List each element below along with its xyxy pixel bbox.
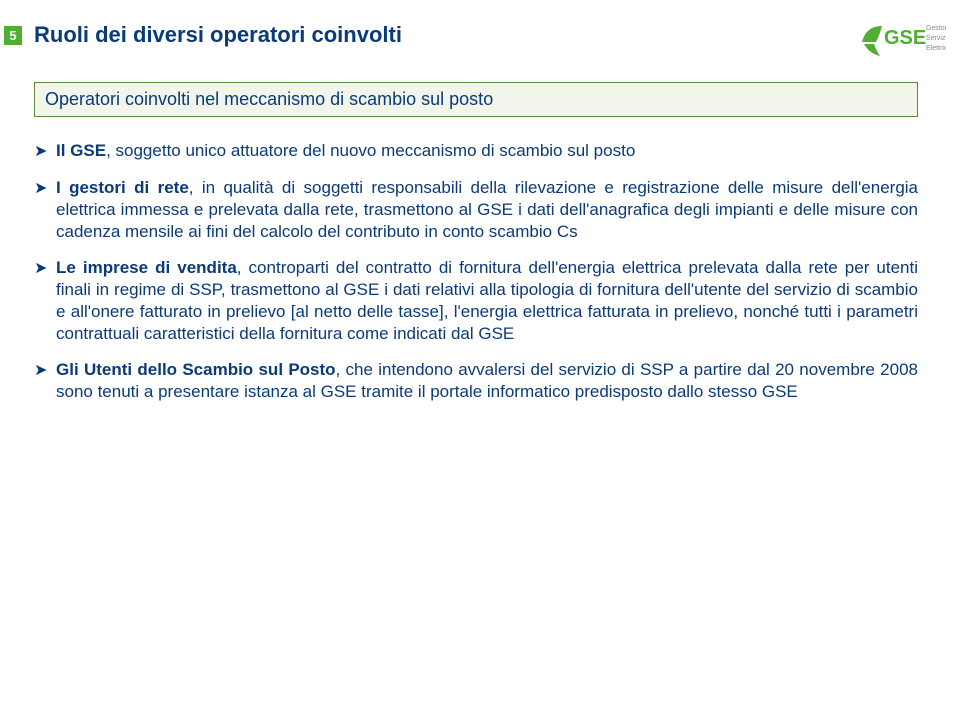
bullet-arrow-icon: ➤ <box>34 359 56 403</box>
bullet-lead: Il GSE <box>56 141 106 160</box>
bullet-arrow-icon: ➤ <box>34 140 56 163</box>
bullet-rest: , soggetto unico attuatore del nuovo mec… <box>106 141 635 160</box>
bullet-item: ➤ Il GSE, soggetto unico attuatore del n… <box>34 140 918 163</box>
subtitle-box: Operatori coinvolti nel meccanismo di sc… <box>34 82 918 117</box>
bullet-lead: I gestori di rete <box>56 178 189 197</box>
bullet-item: ➤ I gestori di rete, in qualità di sogge… <box>34 177 918 243</box>
page-title: Ruoli dei diversi operatori coinvolti <box>34 22 402 48</box>
content-area: ➤ Il GSE, soggetto unico attuatore del n… <box>34 140 918 417</box>
logo-line3: Elettrici <box>926 45 946 52</box>
logo-acronym: GSE <box>884 27 926 49</box>
bullet-item: ➤ Gli Utenti dello Scambio sul Posto, ch… <box>34 359 918 403</box>
bullet-text: Gli Utenti dello Scambio sul Posto, che … <box>56 359 918 403</box>
page-number: 5 <box>4 26 22 45</box>
bullet-text: I gestori di rete, in qualità di soggett… <box>56 177 918 243</box>
header: Ruoli dei diversi operatori coinvolti <box>34 22 868 48</box>
bullet-lead: Gli Utenti dello Scambio sul Posto <box>56 360 336 379</box>
bullet-arrow-icon: ➤ <box>34 177 56 243</box>
bullet-arrow-icon: ➤ <box>34 257 56 345</box>
bullet-lead: Le imprese di vendita <box>56 258 237 277</box>
logo-line2: Servizi <box>926 35 946 42</box>
subtitle-text: Operatori coinvolti nel meccanismo di sc… <box>45 89 493 109</box>
bullet-text: Le imprese di vendita, controparti del c… <box>56 257 918 345</box>
gse-logo: GSE Gestore Servizi Elettrici <box>860 12 946 75</box>
bullet-item: ➤ Le imprese di vendita, controparti del… <box>34 257 918 345</box>
bullet-text: Il GSE, soggetto unico attuatore del nuo… <box>56 140 918 163</box>
logo-line1: Gestore <box>926 25 946 32</box>
